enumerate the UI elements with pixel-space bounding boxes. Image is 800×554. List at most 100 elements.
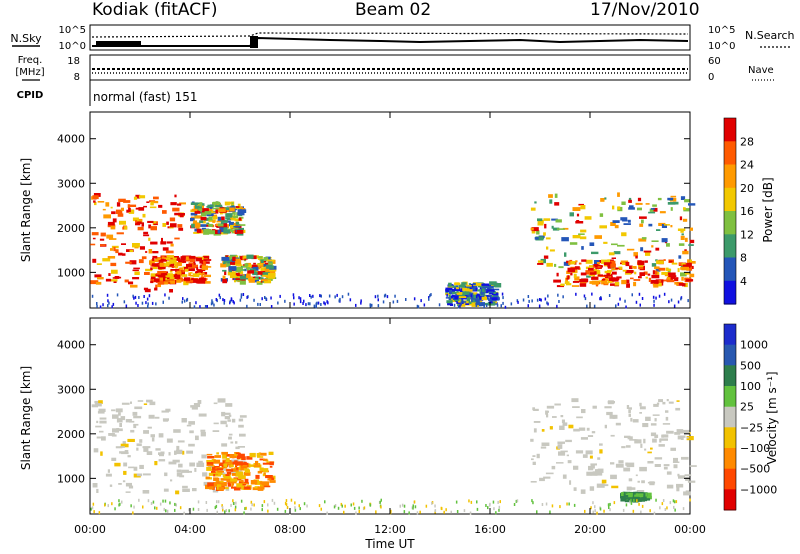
scatter-cell — [537, 220, 544, 224]
scatter-cell — [130, 284, 138, 288]
x-tick-label: 12:00 — [374, 523, 406, 536]
scatter-cell — [107, 304, 109, 308]
scatter-cell — [590, 463, 597, 466]
scatter-cell — [333, 505, 336, 509]
scatter-cell — [129, 204, 137, 207]
scatter-cell — [299, 507, 301, 511]
scatter-cell — [417, 305, 420, 309]
scatter-cell — [565, 277, 568, 282]
scatter-cell — [266, 275, 270, 280]
scatter-cell — [599, 225, 607, 229]
scatter-cell — [194, 468, 197, 472]
scatter-cell — [145, 301, 147, 305]
scatter-cell — [666, 430, 674, 434]
scatter-cell — [419, 510, 421, 514]
scatter-cell — [481, 291, 485, 294]
scatter-cell — [149, 260, 155, 265]
scatter-cell — [647, 481, 656, 484]
scatter-cell — [630, 501, 633, 505]
scatter-cell — [134, 295, 137, 299]
scatter-cell — [188, 262, 194, 265]
scatter-cell — [353, 506, 356, 510]
scatter-cell — [481, 283, 490, 286]
scatter-cell — [238, 217, 242, 221]
scatter-cell — [377, 304, 380, 308]
scatter-cell — [112, 218, 117, 223]
scatter-cell — [216, 510, 218, 514]
scatter-cell — [634, 496, 640, 500]
scatter-cell — [132, 217, 139, 222]
scatter-cell — [90, 243, 96, 246]
scatter-cell — [198, 460, 203, 464]
scatter-cell — [143, 287, 149, 291]
scatter-cell — [98, 408, 106, 412]
scatter-cell — [569, 480, 572, 485]
scatter-cell — [236, 483, 243, 488]
scatter-cell — [634, 271, 637, 275]
scatter-cell — [222, 468, 227, 471]
scatter-cell — [136, 443, 142, 447]
scatter-cell — [573, 487, 577, 491]
y-tick-label: 2000 — [57, 222, 85, 235]
scatter-cell — [586, 275, 591, 278]
scatter-cell — [144, 288, 151, 293]
scatter-cell — [657, 197, 662, 201]
scatter-cell — [121, 243, 126, 245]
scatter-cell — [628, 413, 631, 417]
scatter-cell — [196, 267, 199, 270]
scatter-cell — [90, 280, 99, 285]
scatter-cell — [306, 504, 308, 508]
scatter-cell — [638, 265, 644, 267]
scatter-cell — [675, 407, 681, 411]
scatter-cell — [159, 267, 164, 269]
scatter-cell — [554, 403, 561, 406]
scatter-cell — [252, 487, 259, 491]
scatter-cell — [606, 273, 610, 277]
scatter-cell — [399, 504, 401, 508]
scatter-cell — [164, 263, 170, 267]
scatter-cell — [212, 202, 218, 205]
scatter-cell — [686, 436, 689, 439]
scatter-cell — [177, 203, 182, 206]
velocity-colorbar-label: Velocity [m s⁻¹] — [765, 371, 779, 464]
scatter-cell — [489, 281, 497, 286]
scatter-cell — [672, 461, 680, 463]
scatter-cell — [219, 482, 227, 487]
scatter-cell — [169, 217, 176, 222]
scatter-cell — [670, 225, 673, 228]
scatter-cell — [621, 201, 626, 205]
scatter-cell — [683, 491, 691, 496]
scatter-cell — [352, 502, 355, 506]
scatter-cell — [184, 268, 189, 272]
scatter-cell — [654, 457, 663, 460]
scatter-cell — [173, 429, 181, 433]
colorbar-tick-label: 500 — [740, 359, 761, 372]
scatter-cell — [178, 262, 182, 267]
scatter-cell — [212, 430, 220, 432]
scatter-cell — [601, 278, 605, 281]
scatter-cell — [231, 483, 234, 488]
scatter-cell — [211, 301, 214, 305]
scatter-cell — [104, 503, 106, 507]
scatter-cell — [483, 305, 485, 308]
scatter-cell — [403, 510, 406, 514]
scatter-cell — [574, 276, 580, 281]
scatter-cell — [455, 500, 458, 504]
scatter-cell — [188, 421, 195, 425]
scatter-cell — [210, 302, 213, 306]
scatter-cell — [133, 296, 135, 300]
scatter-cell — [149, 206, 157, 209]
scatter-cell — [246, 456, 253, 460]
scatter-cell — [583, 294, 586, 298]
scatter-cell — [622, 219, 628, 222]
scatter-cell — [157, 258, 165, 262]
scatter-cell — [162, 499, 164, 503]
scatter-cell — [565, 439, 572, 443]
scatter-cell — [199, 205, 204, 208]
scatter-cell — [416, 511, 419, 515]
scatter-cell — [552, 227, 560, 231]
scatter-cell — [666, 484, 674, 489]
scatter-cell — [232, 300, 234, 304]
scatter-cell — [234, 452, 238, 456]
scatter-cell — [559, 505, 561, 509]
